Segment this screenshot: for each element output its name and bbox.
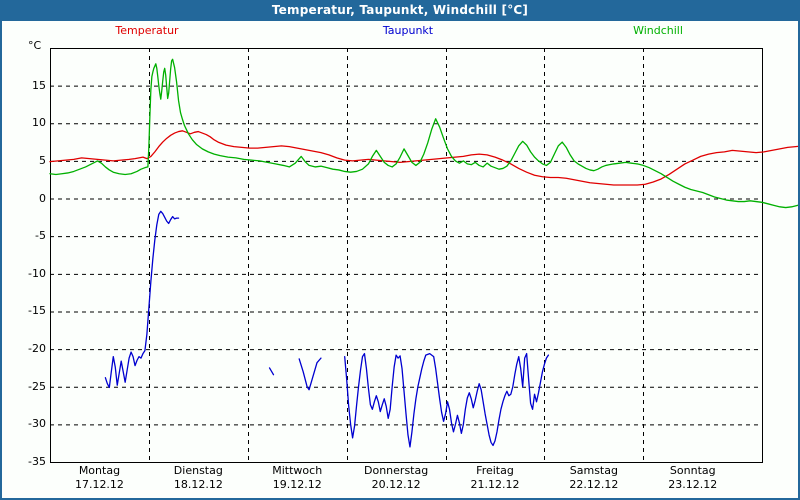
x-tick-date: 21.12.12 <box>470 478 520 491</box>
x-tick-dayname: Montag <box>78 464 121 477</box>
y-axis-tick-neg25: -25 <box>28 379 46 393</box>
x-tick-date: 22.12.12 <box>569 478 619 491</box>
legend-item-temperatur: Temperatur <box>115 24 179 37</box>
x-axis-tick-freitag: Freitag 21.12.12 <box>471 464 520 492</box>
y-axis-tick-15: 15 <box>32 78 46 92</box>
legend-item-taupunkt: Taupunkt <box>382 24 434 37</box>
y-axis-tick-10: 10 <box>32 116 46 130</box>
x-tick-date: 20.12.12 <box>371 478 421 491</box>
x-axis-tick-montag: Montag 17.12.12 <box>75 464 124 492</box>
y-axis-unit-label: °C <box>28 39 42 52</box>
x-tick-date: 17.12.12 <box>74 478 124 491</box>
x-tick-dayname: Freitag <box>476 464 514 477</box>
x-axis-tick-sonntag: Sonntag 23.12.12 <box>668 464 717 492</box>
x-axis-tick-samstag: Samstag 22.12.12 <box>569 464 618 492</box>
x-tick-date: 19.12.12 <box>272 478 322 491</box>
y-axis-tick-neg35: -35 <box>28 455 46 468</box>
y-axis-tick-neg5: -5 <box>35 229 46 243</box>
y-axis-tick-neg10: -10 <box>28 266 46 280</box>
window-title: Temperatur, Taupunkt, Windchill [°C] <box>271 3 529 17</box>
legend-item-windchill: Windchill <box>633 24 683 37</box>
x-axis-tick-donnerstag: Donnerstag 20.12.12 <box>364 464 428 492</box>
x-axis-tick-mittwoch: Mittwoch 19.12.12 <box>272 464 322 492</box>
y-axis-tick-0: 0 <box>39 191 46 205</box>
x-axis-tick-dienstag: Dienstag 18.12.12 <box>174 464 223 492</box>
x-tick-dayname: Dienstag <box>173 464 223 477</box>
x-tick-dayname: Sonntag <box>669 464 716 477</box>
x-tick-dayname: Donnerstag <box>364 464 429 477</box>
x-tick-dayname: Mittwoch <box>272 464 323 477</box>
chart-legend: Temperatur Taupunkt Windchill <box>2 23 798 39</box>
y-axis-tick-labels: 15 10 5 0 -5 -10 -15 -20 -25 -30 -35 <box>2 0 46 496</box>
window-title-bar: Temperatur, Taupunkt, Windchill [°C] <box>0 0 800 21</box>
y-axis-tick-neg20: -20 <box>28 342 46 356</box>
x-tick-dayname: Samstag <box>569 464 618 477</box>
y-axis-tick-neg15: -15 <box>28 304 46 318</box>
x-tick-date: 18.12.12 <box>173 478 223 491</box>
x-axis-tick-labels: Montag 17.12.12 Dienstag 18.12.12 Mittwoch 19… <box>2 464 798 498</box>
y-axis-tick-neg30: -30 <box>28 417 46 431</box>
y-axis-tick-5: 5 <box>39 153 46 167</box>
x-tick-date: 23.12.12 <box>668 478 718 491</box>
